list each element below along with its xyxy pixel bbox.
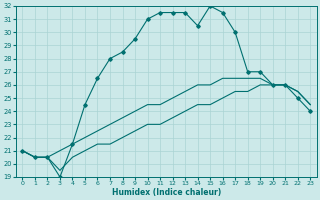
X-axis label: Humidex (Indice chaleur): Humidex (Indice chaleur) — [112, 188, 221, 197]
